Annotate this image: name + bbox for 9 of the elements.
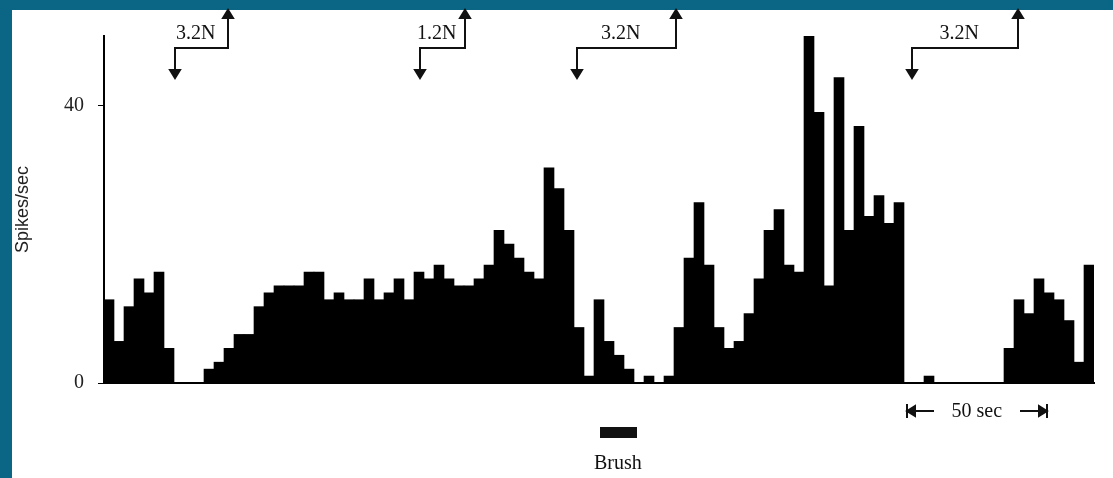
y-axis-title: Spikes/sec xyxy=(11,165,32,254)
text: Brush xyxy=(594,451,642,473)
annotation: 3.2N xyxy=(176,21,216,43)
annotation: 1.2N xyxy=(417,21,457,43)
y-tick-label: 0 xyxy=(74,370,84,393)
y-tick-label: 40 xyxy=(64,92,84,115)
annotation: 3.2N xyxy=(939,21,979,43)
text: 50 sec xyxy=(951,399,1003,421)
annotation: 3.2N xyxy=(601,21,641,43)
